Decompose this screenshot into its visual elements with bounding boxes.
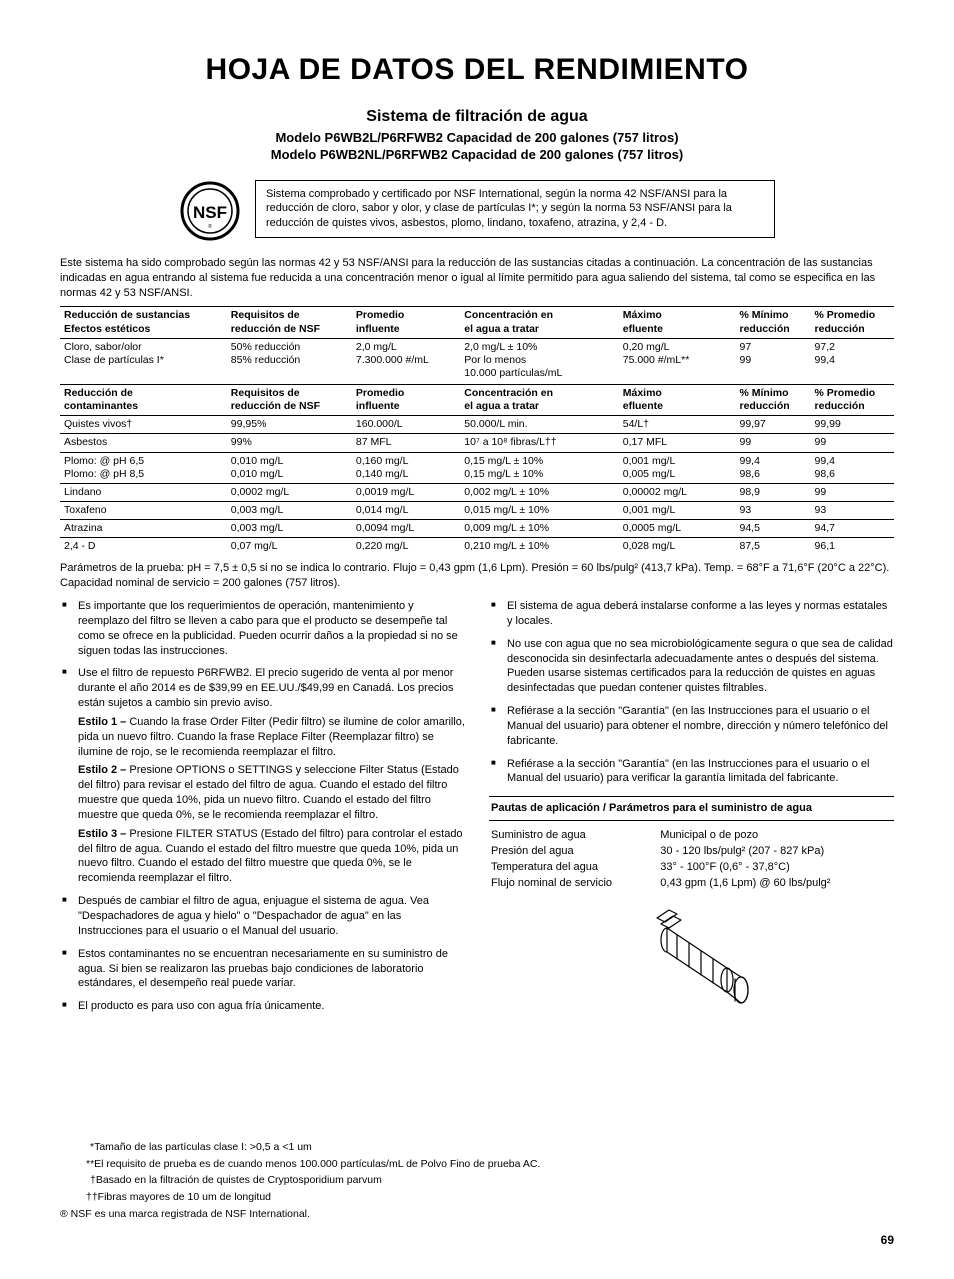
contaminant-table: Reducción decontaminantesRequisitos dere… xyxy=(60,384,894,555)
nsf-logo-icon: NSF ® xyxy=(179,180,241,246)
bullet-unsafe-water: No use con agua que no sea microbiológic… xyxy=(489,637,894,696)
footnote-1: *Tamaño de las partículas clase I: >0,5 … xyxy=(60,1140,894,1155)
bullet-flush: Después de cambiar el filtro de agua, en… xyxy=(60,894,465,939)
intro-row: NSF ® Sistema comprobado y certificado p… xyxy=(60,180,894,246)
param-row: Presión del agua30 - 120 lbs/pulg² (207 … xyxy=(489,843,894,859)
bullet-replacement-filter: Use el filtro de repuesto P6RFWB2. El pr… xyxy=(60,666,465,886)
bullet-contaminants: Estos contaminantes no se encuentran nec… xyxy=(60,947,465,992)
svg-text:NSF: NSF xyxy=(193,203,227,222)
param-row: Flujo nominal de servicio0,43 gpm (1,6 L… xyxy=(489,875,894,891)
table-row: Quistes vivos†99,95%160.000/L50.000/L mi… xyxy=(60,416,894,434)
bullet-cold-water: El producto es para uso con agua fría ún… xyxy=(60,999,465,1014)
estilo-2: Estilo 2 – Presione OPTIONS o SETTINGS y… xyxy=(78,763,465,822)
table-row: Atrazina0,003 mg/L0,0094 mg/L0,009 mg/L … xyxy=(60,520,894,538)
page-number: 69 xyxy=(60,1233,894,1249)
system-note: Este sistema ha sido comprobado según la… xyxy=(60,256,894,301)
table-row: Asbestos99%87 MFL10⁷ a 10⁸ fibras/L††0,1… xyxy=(60,434,894,452)
param-row: Temperatura del agua33° - 100°F (0,6° - … xyxy=(489,859,894,875)
model-line-2: Modelo P6WB2NL/P6RFWB2 Capacidad de 200 … xyxy=(60,147,894,164)
estilo-1: Estilo 1 – Cuando la frase Order Filter … xyxy=(78,715,465,760)
estilo-3: Estilo 3 – Presione FILTER STATUS (Estad… xyxy=(78,827,465,886)
test-parameters: Parámetros de la prueba: pH = 7,5 ± 0,5 … xyxy=(60,561,894,591)
app-guidelines-title: Pautas de aplicación / Parámetros para e… xyxy=(489,796,894,820)
table-row: Toxafeno0,003 mg/L0,014 mg/L0,015 mg/L ±… xyxy=(60,501,894,519)
intro-box: Sistema comprobado y certificado por NSF… xyxy=(255,180,775,239)
supply-params-table: Suministro de aguaMunicipal o de pozoPre… xyxy=(489,827,894,892)
param-row: Suministro de aguaMunicipal o de pozo xyxy=(489,827,894,843)
footnotes: *Tamaño de las partículas clase I: >0,5 … xyxy=(60,1140,894,1221)
bullet-maintenance: Es importante que los requerimientos de … xyxy=(60,599,465,658)
footnote-3: †Basado en la filtración de quistes de C… xyxy=(60,1173,894,1188)
filter-illustration-icon xyxy=(489,906,894,1030)
bullet-warranty-limited: Refiérase a la sección "Garantía" (en la… xyxy=(489,757,894,787)
bullet-warranty-contact: Refiérase a la sección "Garantía" (en la… xyxy=(489,704,894,749)
aesthetic-table: Reducción de sustanciasEfectos estéticos… xyxy=(60,306,894,382)
two-column-notes: Es importante que los requerimientos de … xyxy=(60,599,894,1030)
trademark-note: ® NSF es una marca registrada de NSF Int… xyxy=(60,1207,894,1222)
footnote-2: **El requisito de prueba es de cuando me… xyxy=(60,1157,894,1172)
footnote-4: ††Fibras mayores de 10 um de longitud xyxy=(60,1190,894,1205)
replacement-intro: Use el filtro de repuesto P6RFWB2. El pr… xyxy=(78,667,454,709)
application-guidelines: Pautas de aplicación / Parámetros para e… xyxy=(489,796,894,891)
table-row: Plomo: @ pH 6,5Plomo: @ pH 8,50,010 mg/L… xyxy=(60,452,894,483)
subtitle: Sistema de filtración de agua xyxy=(60,107,894,128)
table-row: Lindano0,0002 mg/L0,0019 mg/L0,002 mg/L … xyxy=(60,483,894,501)
bullet-install-laws: El sistema de agua deberá instalarse con… xyxy=(489,599,894,629)
table-row: Cloro, sabor/olorClase de partículas I*5… xyxy=(60,338,894,382)
right-column: El sistema de agua deberá instalarse con… xyxy=(489,599,894,1030)
svg-text:®: ® xyxy=(208,223,212,230)
left-column: Es importante que los requerimientos de … xyxy=(60,599,465,1030)
main-title: HOJA DE DATOS DEL RENDIMIENTO xyxy=(60,50,894,89)
table-row: 2,4 - D0,07 mg/L0,220 mg/L0,210 mg/L ± 1… xyxy=(60,538,894,556)
model-line-1: Modelo P6WB2L/P6RFWB2 Capacidad de 200 g… xyxy=(60,130,894,147)
